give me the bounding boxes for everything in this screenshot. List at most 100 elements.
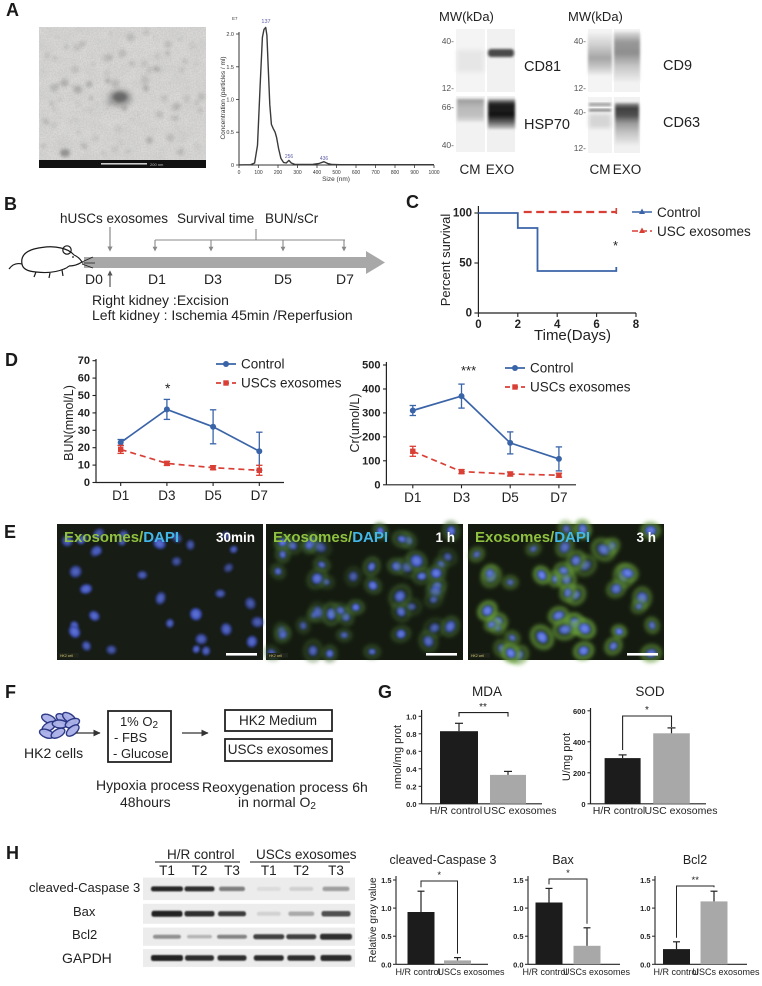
svg-text:HK2 cell: HK2 cell [60, 654, 73, 658]
svg-text:HK2 Medium: HK2 Medium [239, 713, 317, 728]
svg-text:0.6: 0.6 [406, 747, 416, 756]
svg-text:1.0: 1.0 [640, 904, 650, 913]
svg-text:400: 400 [573, 738, 586, 747]
svg-text:U/mg prot: U/mg prot [561, 733, 573, 781]
svg-text:Relative gray value: Relative gray value [368, 877, 379, 962]
svg-text:D7: D7 [550, 490, 567, 505]
svg-text:T1: T1 [159, 863, 175, 878]
svg-text:T2: T2 [293, 863, 309, 878]
svg-text:USCs exosomes: USCs exosomes [437, 967, 505, 977]
svg-text:50: 50 [78, 390, 90, 402]
svg-text:D1: D1 [112, 488, 129, 503]
svg-text:MDA: MDA [472, 684, 502, 699]
svg-text:0: 0 [84, 477, 90, 489]
svg-text:cleaved-Caspase 3: cleaved-Caspase 3 [389, 853, 496, 867]
svg-text:500: 500 [362, 360, 380, 372]
svg-text:Size (nm): Size (nm) [322, 176, 350, 183]
svg-text:H/R control: H/R control [653, 967, 698, 977]
svg-text:6: 6 [593, 319, 599, 331]
svg-text:800: 800 [391, 170, 400, 176]
svg-text:0: 0 [475, 319, 481, 331]
svg-text:400: 400 [362, 384, 380, 396]
svg-text:0: 0 [238, 170, 241, 176]
svg-text:0.0: 0.0 [513, 960, 523, 969]
svg-text:T3: T3 [224, 863, 240, 878]
svg-text:200: 200 [274, 170, 283, 176]
svg-text:HK2 cell: HK2 cell [269, 654, 282, 658]
svg-text:Percent survival: Percent survival [438, 214, 453, 307]
svg-text:USC exosomes: USC exosomes [484, 805, 557, 817]
svg-text:USCs exosomes: USCs exosomes [530, 380, 631, 395]
svg-text:HSP70: HSP70 [524, 117, 570, 133]
svg-text:12-: 12- [574, 83, 586, 93]
svg-text:137: 137 [261, 19, 270, 25]
svg-text:*: * [613, 238, 618, 253]
svg-text:H/R control: H/R control [430, 805, 483, 817]
svg-text:10: 10 [78, 460, 90, 472]
svg-text:30min: 30min [216, 530, 255, 545]
svg-text:T2: T2 [192, 863, 208, 878]
svg-text:66-: 66- [442, 102, 454, 112]
svg-text:D3: D3 [453, 490, 470, 505]
svg-text:1.0: 1.0 [226, 98, 234, 104]
svg-text:0.8: 0.8 [406, 730, 416, 739]
svg-text:100: 100 [453, 208, 472, 220]
svg-text:H/R control: H/R control [395, 967, 440, 977]
svg-text:0: 0 [581, 800, 585, 809]
svg-text:12-: 12- [574, 143, 586, 153]
svg-text:1.0: 1.0 [513, 904, 523, 913]
svg-text:BUN(mmol/L): BUN(mmol/L) [62, 385, 76, 461]
svg-text:1.5: 1.5 [226, 65, 234, 71]
svg-text:700: 700 [371, 170, 380, 176]
svg-text:D1: D1 [404, 490, 421, 505]
svg-text:600: 600 [573, 707, 586, 716]
svg-text:40-: 40- [574, 36, 586, 46]
svg-text:0.0: 0.0 [640, 960, 650, 969]
svg-text:USCs exosomes: USCs exosomes [228, 742, 329, 757]
svg-text:EXO: EXO [613, 162, 642, 177]
svg-text:EXO: EXO [486, 162, 515, 177]
svg-text:0: 0 [231, 163, 234, 169]
svg-text:30: 30 [78, 425, 90, 437]
svg-text:20: 20 [78, 442, 90, 454]
svg-text:CM: CM [460, 162, 481, 177]
svg-text:USCs exosomes: USCs exosomes [692, 967, 760, 977]
svg-text:*: * [165, 380, 171, 396]
svg-text:2: 2 [515, 319, 521, 331]
svg-text:40-: 40- [574, 107, 586, 117]
svg-text:T3: T3 [328, 863, 344, 878]
svg-text:Bax: Bax [552, 853, 574, 867]
svg-text:E7: E7 [232, 16, 238, 21]
svg-text:Time(Days): Time(Days) [534, 327, 611, 344]
svg-text:900: 900 [410, 170, 419, 176]
svg-text:1.5: 1.5 [640, 876, 650, 885]
svg-text:300: 300 [293, 170, 302, 176]
svg-text:436: 436 [320, 156, 329, 162]
svg-text:8: 8 [633, 319, 640, 331]
svg-text:T1: T1 [261, 863, 277, 878]
svg-text:70: 70 [78, 355, 90, 367]
svg-text:0.5: 0.5 [640, 932, 650, 941]
svg-text:12-: 12- [442, 83, 454, 93]
svg-text:2.0: 2.0 [226, 32, 234, 38]
svg-text:1.5: 1.5 [381, 876, 391, 885]
svg-text:SOD: SOD [635, 684, 665, 699]
svg-text:1000: 1000 [428, 170, 439, 176]
svg-text:40-: 40- [442, 140, 454, 150]
svg-text:1% O2: 1% O2 [120, 714, 159, 731]
svg-text:0.5: 0.5 [381, 932, 391, 941]
svg-text:200 nm: 200 nm [150, 162, 164, 167]
svg-text:50: 50 [459, 258, 472, 270]
svg-text:0.2: 0.2 [406, 782, 416, 791]
svg-text:400: 400 [313, 170, 322, 176]
svg-text:256: 256 [285, 154, 294, 160]
svg-text:200: 200 [573, 769, 586, 778]
svg-text:500: 500 [332, 170, 341, 176]
svg-text:MW(kDa): MW(kDa) [568, 9, 623, 24]
svg-text:nmol/mg prot: nmol/mg prot [392, 725, 404, 789]
svg-text:0: 0 [466, 308, 472, 320]
svg-text:***: *** [461, 363, 476, 378]
svg-text:USCs exosomes: USCs exosomes [563, 967, 631, 977]
svg-text:0.0: 0.0 [381, 960, 391, 969]
svg-text:USC exosomes: USC exosomes [645, 805, 718, 817]
